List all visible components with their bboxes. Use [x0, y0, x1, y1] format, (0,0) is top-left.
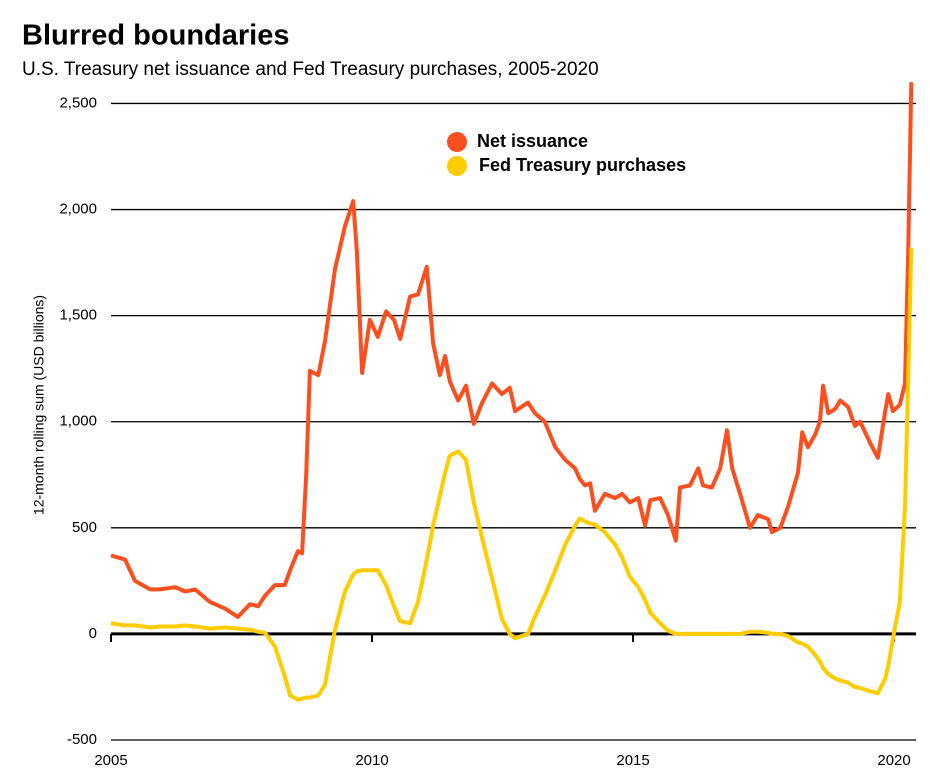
plot-area — [110, 82, 914, 702]
legend-swatch — [447, 156, 467, 176]
y-tick-label: 0 — [89, 625, 97, 642]
x-tick-label: 2020 — [877, 752, 910, 769]
chart-title: Blurred boundaries — [22, 20, 290, 52]
legend: Net issuance Fed Treasury purchases — [447, 131, 686, 176]
legend-label: Fed Treasury purchases — [479, 155, 686, 175]
y-tick-label: 2,000 — [59, 201, 97, 218]
y-tick-label: -500 — [67, 731, 97, 748]
x-tick-label: 2015 — [616, 752, 649, 769]
data-line — [110, 82, 914, 619]
legend-label: Net issuance — [477, 131, 588, 151]
y-tick-label: 500 — [72, 519, 97, 536]
x-tick-label: 2005 — [94, 752, 127, 769]
chart-subtitle: U.S. Treasury net issuance and Fed Treas… — [22, 59, 599, 80]
y-axis-title: 12-month rolling sum (USD billions) — [31, 295, 47, 515]
y-tick-label: 1,000 — [59, 413, 97, 430]
y-tick-label: 1,500 — [59, 307, 97, 324]
data-line — [110, 247, 914, 702]
legend-swatch — [447, 132, 467, 152]
grid: -500 0 500 1,000 1,500 2,000 2,500 2005 2010 2015… — [59, 94, 916, 769]
y-tick-label: 2,500 — [59, 94, 97, 111]
x-tick-label: 2010 — [355, 752, 388, 769]
